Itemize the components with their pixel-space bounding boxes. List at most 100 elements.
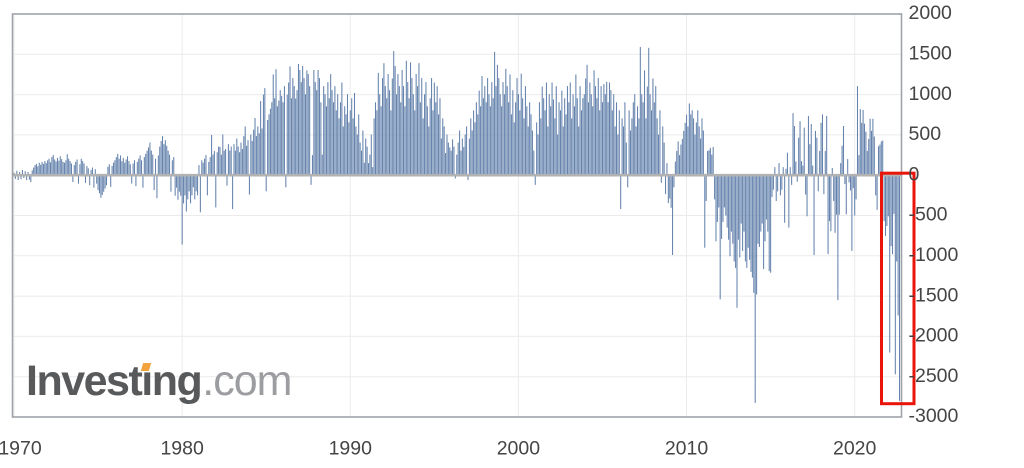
data-bar xyxy=(192,175,194,188)
data-bar xyxy=(643,70,646,176)
data-bar xyxy=(651,110,653,176)
logo-text-invest: Invest xyxy=(26,357,143,405)
data-bar xyxy=(886,175,888,226)
data-bar xyxy=(760,175,762,232)
data-bar xyxy=(816,137,818,176)
data-bar xyxy=(736,175,738,308)
data-bar xyxy=(697,110,699,176)
data-bar xyxy=(86,165,88,176)
data-bar xyxy=(600,86,602,176)
data-bar xyxy=(779,175,781,196)
data-bar xyxy=(750,175,752,272)
data-bar xyxy=(840,163,842,176)
data-bar xyxy=(393,51,395,176)
data-bar xyxy=(681,138,683,176)
y-tick-label: 2000 xyxy=(909,2,953,24)
data-bar xyxy=(478,90,480,176)
data-bar xyxy=(662,126,664,176)
data-bar xyxy=(148,147,150,176)
data-bar xyxy=(841,145,843,176)
data-bar xyxy=(474,122,476,176)
data-bar xyxy=(98,175,101,194)
data-bar xyxy=(531,130,533,176)
data-bar xyxy=(659,110,661,176)
data-bar xyxy=(488,94,490,176)
data-bar xyxy=(87,168,89,176)
data-bar xyxy=(302,65,304,176)
data-bar xyxy=(281,95,283,176)
data-bar xyxy=(632,102,634,176)
data-bar xyxy=(369,154,371,176)
data-bar xyxy=(810,124,812,176)
data-bar xyxy=(552,99,554,176)
data-bar xyxy=(359,142,361,176)
data-bar xyxy=(583,94,585,176)
data-bar xyxy=(187,175,189,200)
data-bar xyxy=(428,126,430,176)
data-bar xyxy=(789,167,791,176)
data-bar xyxy=(806,175,808,217)
data-bar xyxy=(509,74,511,176)
data-bar xyxy=(309,86,311,176)
data-bar xyxy=(586,64,588,176)
data-bar xyxy=(834,175,836,233)
data-bar xyxy=(400,102,402,176)
data-bar xyxy=(728,175,730,240)
data-bar xyxy=(701,118,703,176)
data-bar xyxy=(241,149,243,176)
data-bar xyxy=(793,126,795,176)
data-bar xyxy=(625,142,627,176)
data-bar xyxy=(251,140,253,176)
data-bar xyxy=(157,155,159,176)
data-bar xyxy=(564,98,566,176)
data-bar xyxy=(293,86,295,176)
data-bar xyxy=(47,160,49,176)
data-bar xyxy=(63,162,65,176)
data-bar xyxy=(743,175,745,232)
data-bar xyxy=(432,110,434,176)
data-bar xyxy=(676,151,678,176)
data-bar xyxy=(470,118,472,176)
data-bar xyxy=(645,118,647,176)
data-bar xyxy=(37,166,39,176)
data-bar xyxy=(376,110,378,176)
data-bar xyxy=(879,144,881,176)
data-bar xyxy=(229,150,231,176)
data-bar xyxy=(704,175,706,248)
data-bar xyxy=(167,150,169,176)
data-bar xyxy=(274,98,276,176)
data-bar xyxy=(77,175,80,184)
data-bar xyxy=(23,175,25,179)
data-bar xyxy=(79,164,81,176)
data-bar xyxy=(76,159,78,176)
data-bar xyxy=(785,168,787,176)
data-bar xyxy=(580,110,582,176)
data-bar xyxy=(693,118,695,176)
data-bar xyxy=(774,167,776,176)
data-bar xyxy=(19,171,21,176)
data-bar xyxy=(93,175,95,188)
data-bar xyxy=(538,102,540,176)
data-bar xyxy=(398,86,400,176)
data-bar xyxy=(337,94,339,176)
x-tick-label: 1980 xyxy=(160,438,204,460)
data-bar xyxy=(320,102,322,176)
data-bar xyxy=(145,153,147,176)
data-bar xyxy=(52,155,54,176)
y-tick-label: -2000 xyxy=(909,325,959,347)
data-bar xyxy=(466,126,468,176)
y-tick-label: -1000 xyxy=(909,244,959,266)
data-bar xyxy=(663,142,665,176)
data-bar xyxy=(331,90,333,176)
data-bar xyxy=(292,78,294,176)
data-bar xyxy=(499,94,501,176)
data-bar xyxy=(352,118,354,176)
data-bar xyxy=(334,86,336,176)
data-bar xyxy=(599,110,601,176)
data-bar xyxy=(450,150,452,176)
data-bar xyxy=(185,175,187,212)
data-bar xyxy=(150,150,152,176)
data-bar xyxy=(646,86,648,176)
data-bar xyxy=(164,140,166,176)
data-bar xyxy=(757,175,759,244)
